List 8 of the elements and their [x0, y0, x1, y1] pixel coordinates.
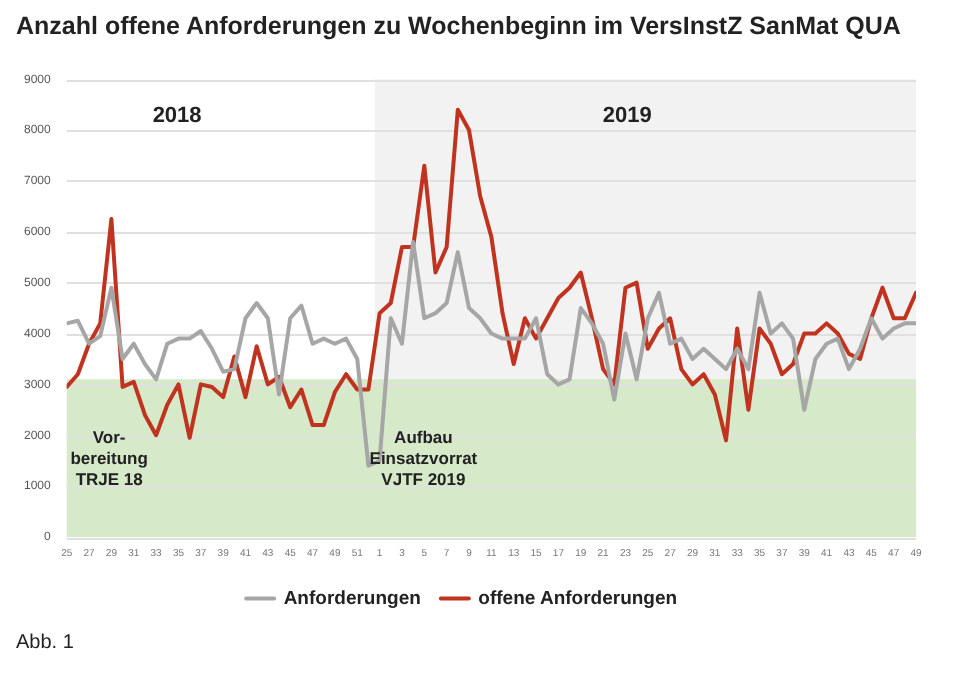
annotation: 2019	[602, 103, 652, 128]
caption: Abb. 1	[16, 632, 74, 654]
annotation: 2018	[152, 103, 202, 128]
legend-label: offene Anforderungen	[478, 587, 678, 610]
annotation: Vor- bereitung TRJE 18	[70, 426, 148, 490]
annotation: Aufbau Einsatzvorrat VJTF 2019	[369, 426, 478, 490]
chart-title: Anzahl offene Anforderungen zu Wochenbeginn im VersInstZ SanMat QUA	[16, 12, 901, 40]
legend-label: Anforderungen	[283, 587, 422, 610]
